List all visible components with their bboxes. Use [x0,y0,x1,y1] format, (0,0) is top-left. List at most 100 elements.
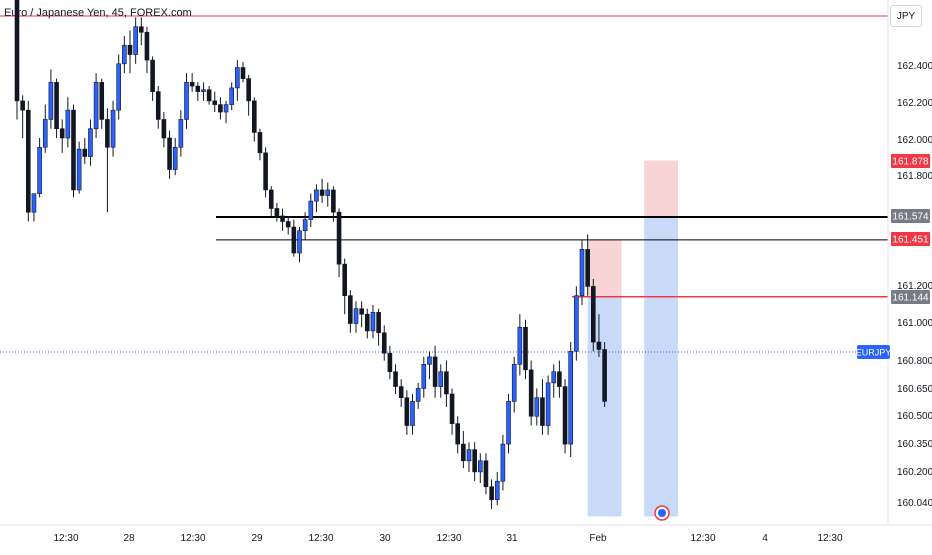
candle-body [415,388,421,402]
candle-body [31,193,37,213]
y-tick-label: 160.350 [897,439,932,450]
x-tick-label: 12:30 [690,533,715,544]
candle-body [551,371,557,384]
price-badge-161.451[interactable] [891,232,930,246]
candle-body [139,26,144,33]
y-tick-label: 162.400 [897,61,932,72]
price-badge-text: 161.878 [892,157,929,168]
candle-body [455,423,461,445]
price-badge-161.574[interactable] [891,209,930,223]
candle-body [444,371,449,395]
candle-body [506,401,511,445]
candle-body [93,82,99,130]
candle-body [331,189,336,213]
candle-body [280,215,285,222]
x-tick-label: 29 [251,533,263,544]
candle-body [500,443,506,482]
candle-body [37,146,42,194]
candle-body [291,226,297,254]
candle-body [184,82,189,120]
candle-body [472,449,477,473]
candle-body [427,356,432,365]
candle-body [364,313,370,332]
y-tick-label: 161.000 [897,318,932,329]
alert-marker-dot [658,509,666,517]
candle-body [348,295,353,324]
price-badge-161.878[interactable] [891,154,930,168]
candle-body [494,480,500,501]
candle-body [229,87,234,105]
x-tick-label: 12:30 [817,533,842,544]
candle-body [150,59,155,92]
candle-body [223,104,229,113]
candle-body [432,356,438,387]
candle-body [393,371,398,387]
candle-body [540,397,545,426]
y-tick-label: 160.040 [897,498,932,509]
y-tick-label: 160.500 [897,411,932,422]
candle-body [523,326,528,371]
candle-body [110,109,116,148]
candle-body [590,286,596,343]
x-tick-label: 28 [123,533,135,544]
candle-body [528,369,534,417]
position-2-stop[interactable] [644,160,679,218]
candle-body [71,109,76,191]
candle-body [297,230,302,254]
candle-body [14,0,20,102]
candle-body [88,128,93,157]
candle-body [201,89,206,92]
candle-body [235,67,240,89]
symbol-badge[interactable] [857,345,890,359]
candle-body [557,371,562,387]
candle-body [155,91,161,120]
candle-body [585,249,590,287]
candle-body [370,312,376,332]
candle-body [76,148,82,191]
candle-body [25,109,31,213]
symbol-badge-text: EURJPY [856,348,892,358]
candle-body [274,208,280,217]
x-tick-label: 12:30 [436,533,461,544]
x-tick-label: 31 [506,533,518,544]
x-tick-label: 12:30 [308,533,333,544]
candle-body [381,332,387,354]
currency-button[interactable]: JPY [890,5,922,27]
x-tick-label: 30 [379,533,391,544]
candle-body [314,189,319,202]
price-badge-text: 161.574 [892,212,929,223]
candle-body [167,137,172,170]
candle-body [534,397,540,417]
candle-body [404,397,410,426]
candle-body [466,449,472,462]
candle-body [122,44,127,65]
y-tick-label: 162.000 [897,135,932,146]
candle-body [387,352,393,373]
candle-body [574,295,579,352]
candle-body [252,100,257,133]
x-tick-label: 12:30 [53,533,78,544]
candle-body [376,312,381,334]
candle-body [263,152,268,191]
chart-title: Euro / Japanese Yen, 45, FOREX.com [4,7,192,19]
y-tick-label: 160.800 [897,356,932,367]
candle-body [545,382,551,426]
y-tick-label: 160.650 [897,384,932,395]
candle-body [325,189,331,196]
price-badge-161.144[interactable] [891,290,930,304]
price-badge-text: 161.144 [892,293,929,304]
candle-body [568,351,574,445]
candle-body [99,82,105,120]
candle-body [240,67,246,79]
candle-body [116,63,121,111]
candle-body [54,82,59,130]
candle-body [489,486,494,501]
candle-body [319,189,325,196]
candle-body [477,460,483,473]
candle-body [511,364,517,402]
candle-body [59,128,65,139]
position-2-target[interactable] [644,217,679,517]
